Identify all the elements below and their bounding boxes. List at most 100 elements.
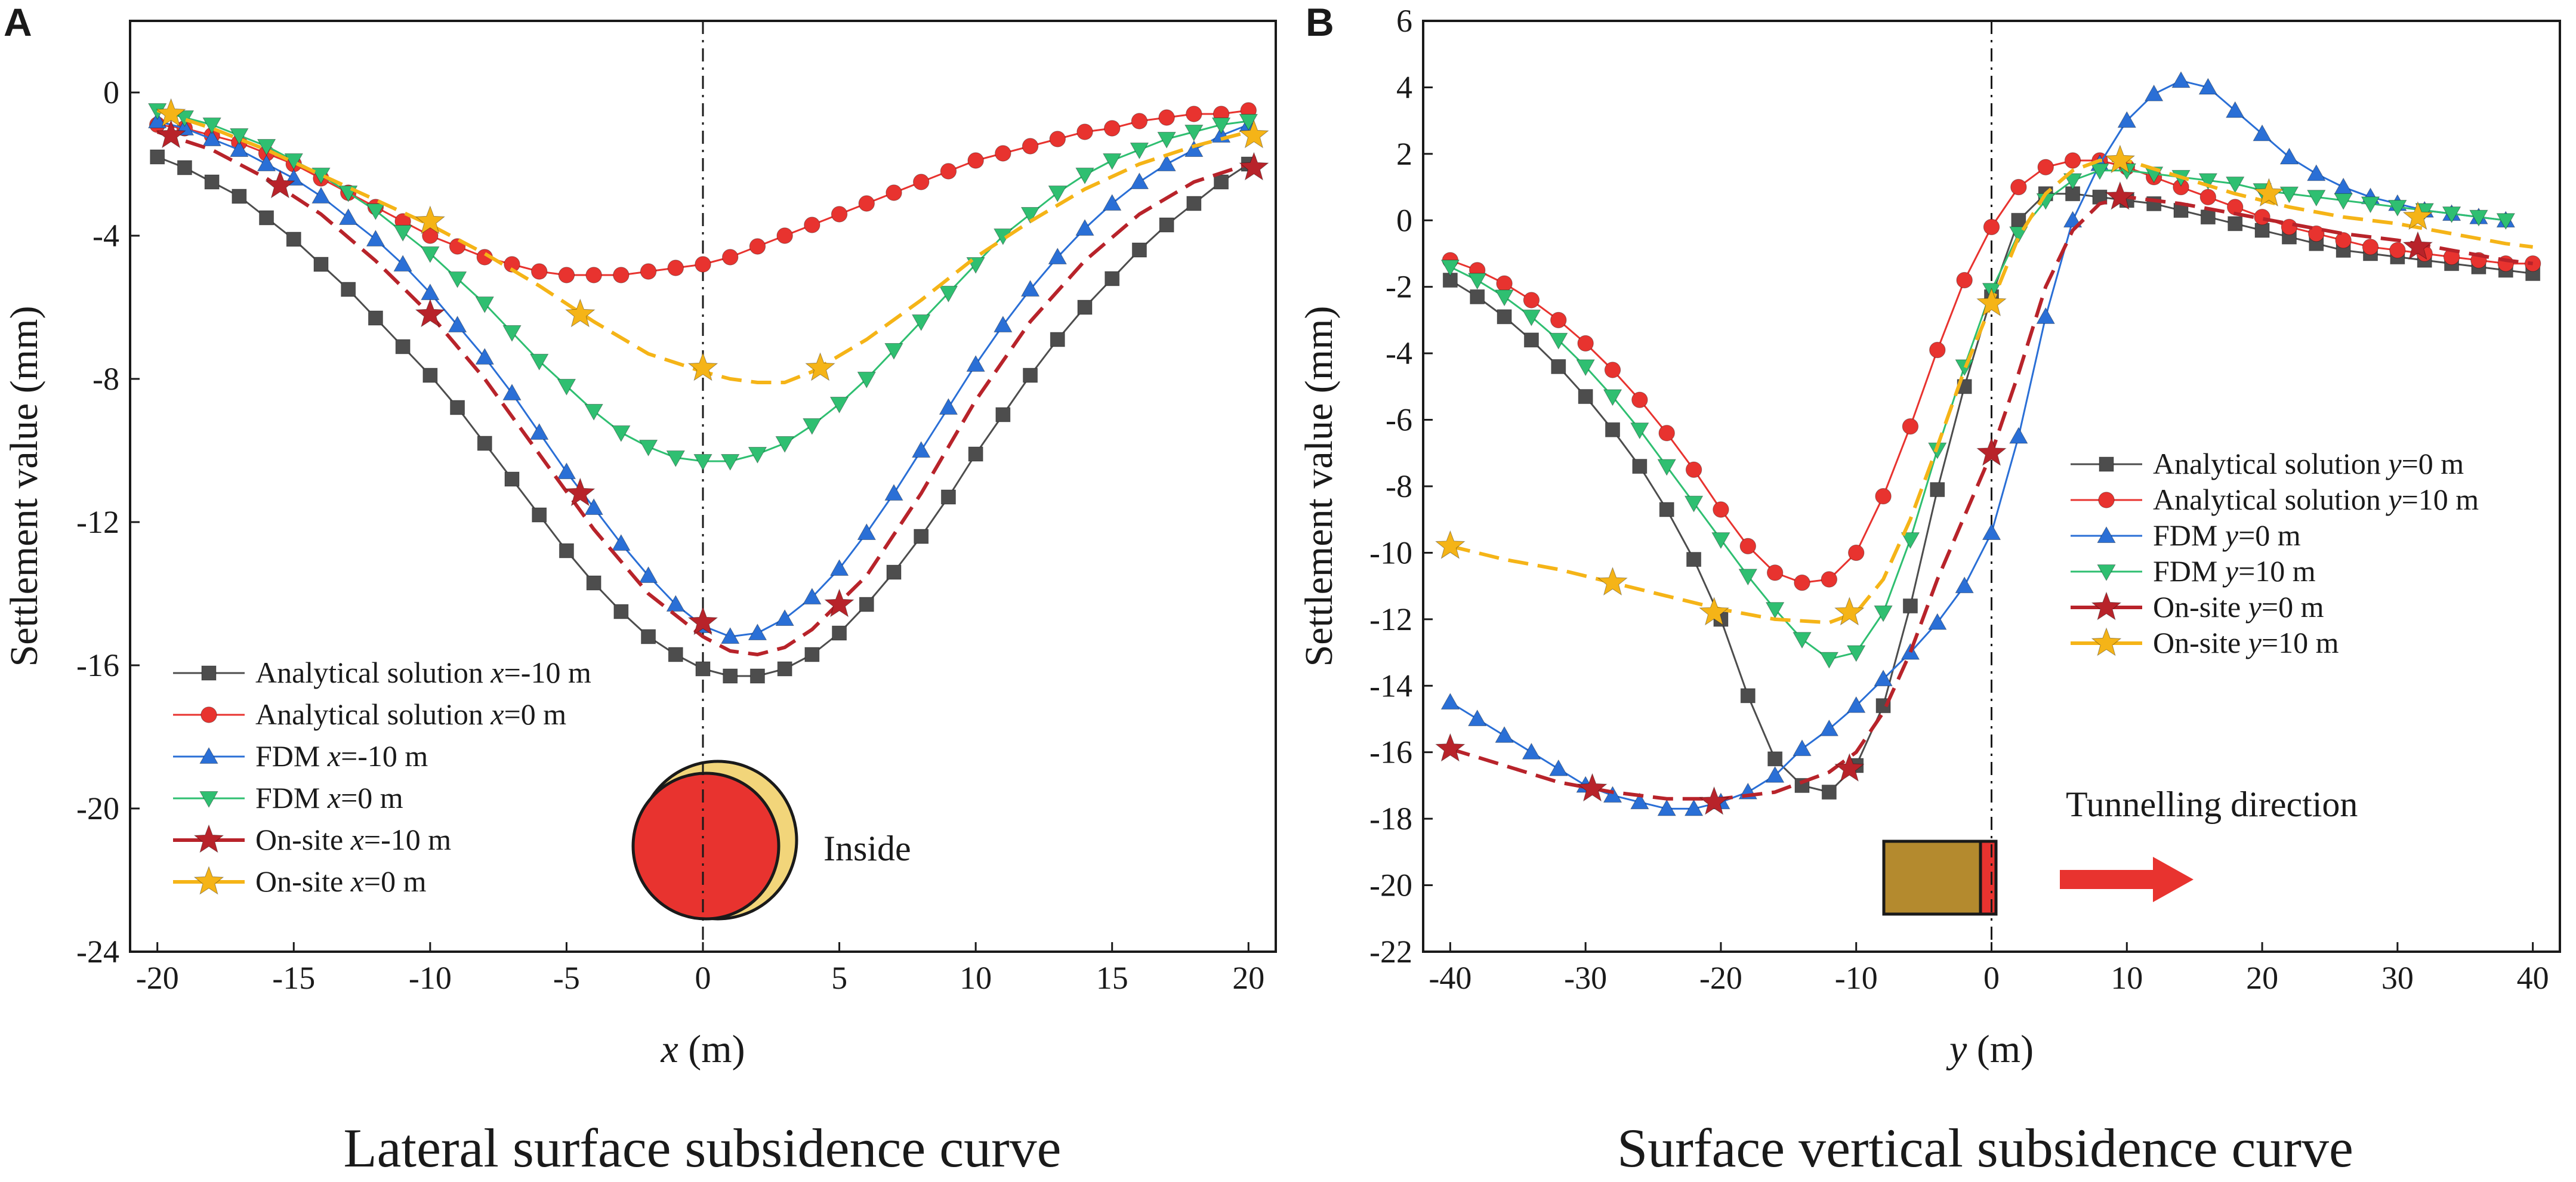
data-point <box>2117 111 2137 128</box>
data-point <box>1819 652 1839 669</box>
data-point <box>720 627 740 644</box>
x-tick-label: -15 <box>272 960 315 996</box>
legend: Analytical solution x=-10 m Analytical so… <box>173 656 591 898</box>
data-point <box>475 296 495 313</box>
x-tick-label: 15 <box>1096 960 1128 996</box>
data-point <box>1551 359 1566 374</box>
data-point <box>1131 113 1148 129</box>
data-point <box>147 112 167 129</box>
data-point <box>775 436 794 453</box>
data-point <box>1821 785 1837 800</box>
direction-arrow-icon <box>2060 857 2194 902</box>
data-point <box>995 145 1011 162</box>
data-point <box>666 450 686 467</box>
data-point <box>2011 212 2026 228</box>
data-point <box>1657 799 1676 816</box>
data-point <box>1699 786 1729 815</box>
data-point <box>1239 113 1258 131</box>
tunnel-cross-section-icon <box>631 760 798 921</box>
x-tick-label: 40 <box>2517 960 2549 996</box>
data-point <box>1630 422 1649 440</box>
y-axis-label: Settlement value (mm) <box>1297 306 1341 667</box>
data-point <box>1765 766 1785 783</box>
y-tick-label: 2 <box>1396 136 1412 172</box>
data-point <box>257 138 276 156</box>
y-tick-label: -6 <box>1386 402 1412 438</box>
data-point <box>1929 341 1946 359</box>
data-point <box>1104 120 1121 137</box>
data-point <box>2388 199 2407 217</box>
inside-label: Inside <box>823 829 911 868</box>
legend-label: Analytical solution y=0 m <box>2153 447 2464 480</box>
data-point <box>564 477 596 507</box>
data-point <box>259 210 274 226</box>
data-point <box>2281 218 2298 236</box>
data-point <box>2225 101 2245 118</box>
data-point <box>2254 209 2270 226</box>
series-3 <box>1440 71 2516 816</box>
data-point <box>1711 532 1730 550</box>
data-point <box>1738 569 1758 586</box>
data-point <box>368 310 383 326</box>
x-tick-label: 10 <box>2111 960 2143 996</box>
data-point <box>311 187 331 204</box>
data-point <box>1930 482 1945 498</box>
data-point <box>1075 167 1094 184</box>
data-point <box>1075 219 1094 236</box>
data-point <box>913 174 930 190</box>
data-point <box>1902 418 1919 435</box>
y-tick-label: -8 <box>92 361 119 397</box>
data-point <box>393 255 412 272</box>
series-2 <box>149 102 1257 283</box>
data-point <box>1605 422 1620 437</box>
data-point <box>1632 459 1648 474</box>
x-axis-label: y (m) <box>1946 1027 2034 1071</box>
data-point <box>2200 209 2216 225</box>
data-point <box>2308 225 2325 242</box>
data-point <box>1102 194 1122 211</box>
legend-item: On-site y=0 m <box>2071 590 2324 624</box>
y-tick-label: -16 <box>76 647 119 683</box>
legend-marker <box>2091 627 2122 656</box>
data-point <box>2361 196 2380 214</box>
legend-label: FDM y=0 m <box>2153 519 2301 552</box>
data-point <box>1657 459 1676 476</box>
data-point <box>415 298 446 328</box>
series-6 <box>156 98 1269 384</box>
x-tick-label: -10 <box>409 960 452 996</box>
data-point <box>886 184 902 201</box>
data-point <box>265 169 295 199</box>
y-tick-label: -4 <box>92 218 119 254</box>
data-point <box>829 559 849 576</box>
data-point <box>156 119 186 149</box>
data-point <box>911 314 931 331</box>
legend-label: FDM x=-10 m <box>255 739 428 773</box>
data-point <box>1956 271 1973 289</box>
data-point <box>2254 178 2284 207</box>
data-point <box>2090 163 2109 180</box>
data-point <box>204 174 220 190</box>
data-point <box>803 588 822 605</box>
data-point <box>1495 726 1514 743</box>
x-tick-label: 20 <box>1232 960 1264 996</box>
data-point <box>1184 140 1204 158</box>
data-point <box>150 149 165 165</box>
data-point <box>422 368 438 383</box>
data-point <box>2225 176 2245 193</box>
legend-label: On-site x=-10 m <box>255 823 451 856</box>
data-point <box>2334 193 2353 210</box>
data-point <box>557 378 576 396</box>
data-point <box>1901 532 1920 550</box>
data-point <box>2469 209 2488 227</box>
data-point <box>1955 576 1974 594</box>
data-point <box>1846 645 1866 662</box>
x-tick-label: -40 <box>1429 960 1471 996</box>
panel-letter: A <box>4 0 32 44</box>
x-tick-label: 20 <box>2246 960 2278 996</box>
data-point <box>2307 164 2326 181</box>
plot-b: -40 -30 -20 -10 0 10 20 30 406420-2-4-6-8-10-12-… <box>1297 3 2549 1071</box>
data-point <box>232 189 247 204</box>
data-point <box>156 98 186 127</box>
data-point <box>448 316 467 333</box>
